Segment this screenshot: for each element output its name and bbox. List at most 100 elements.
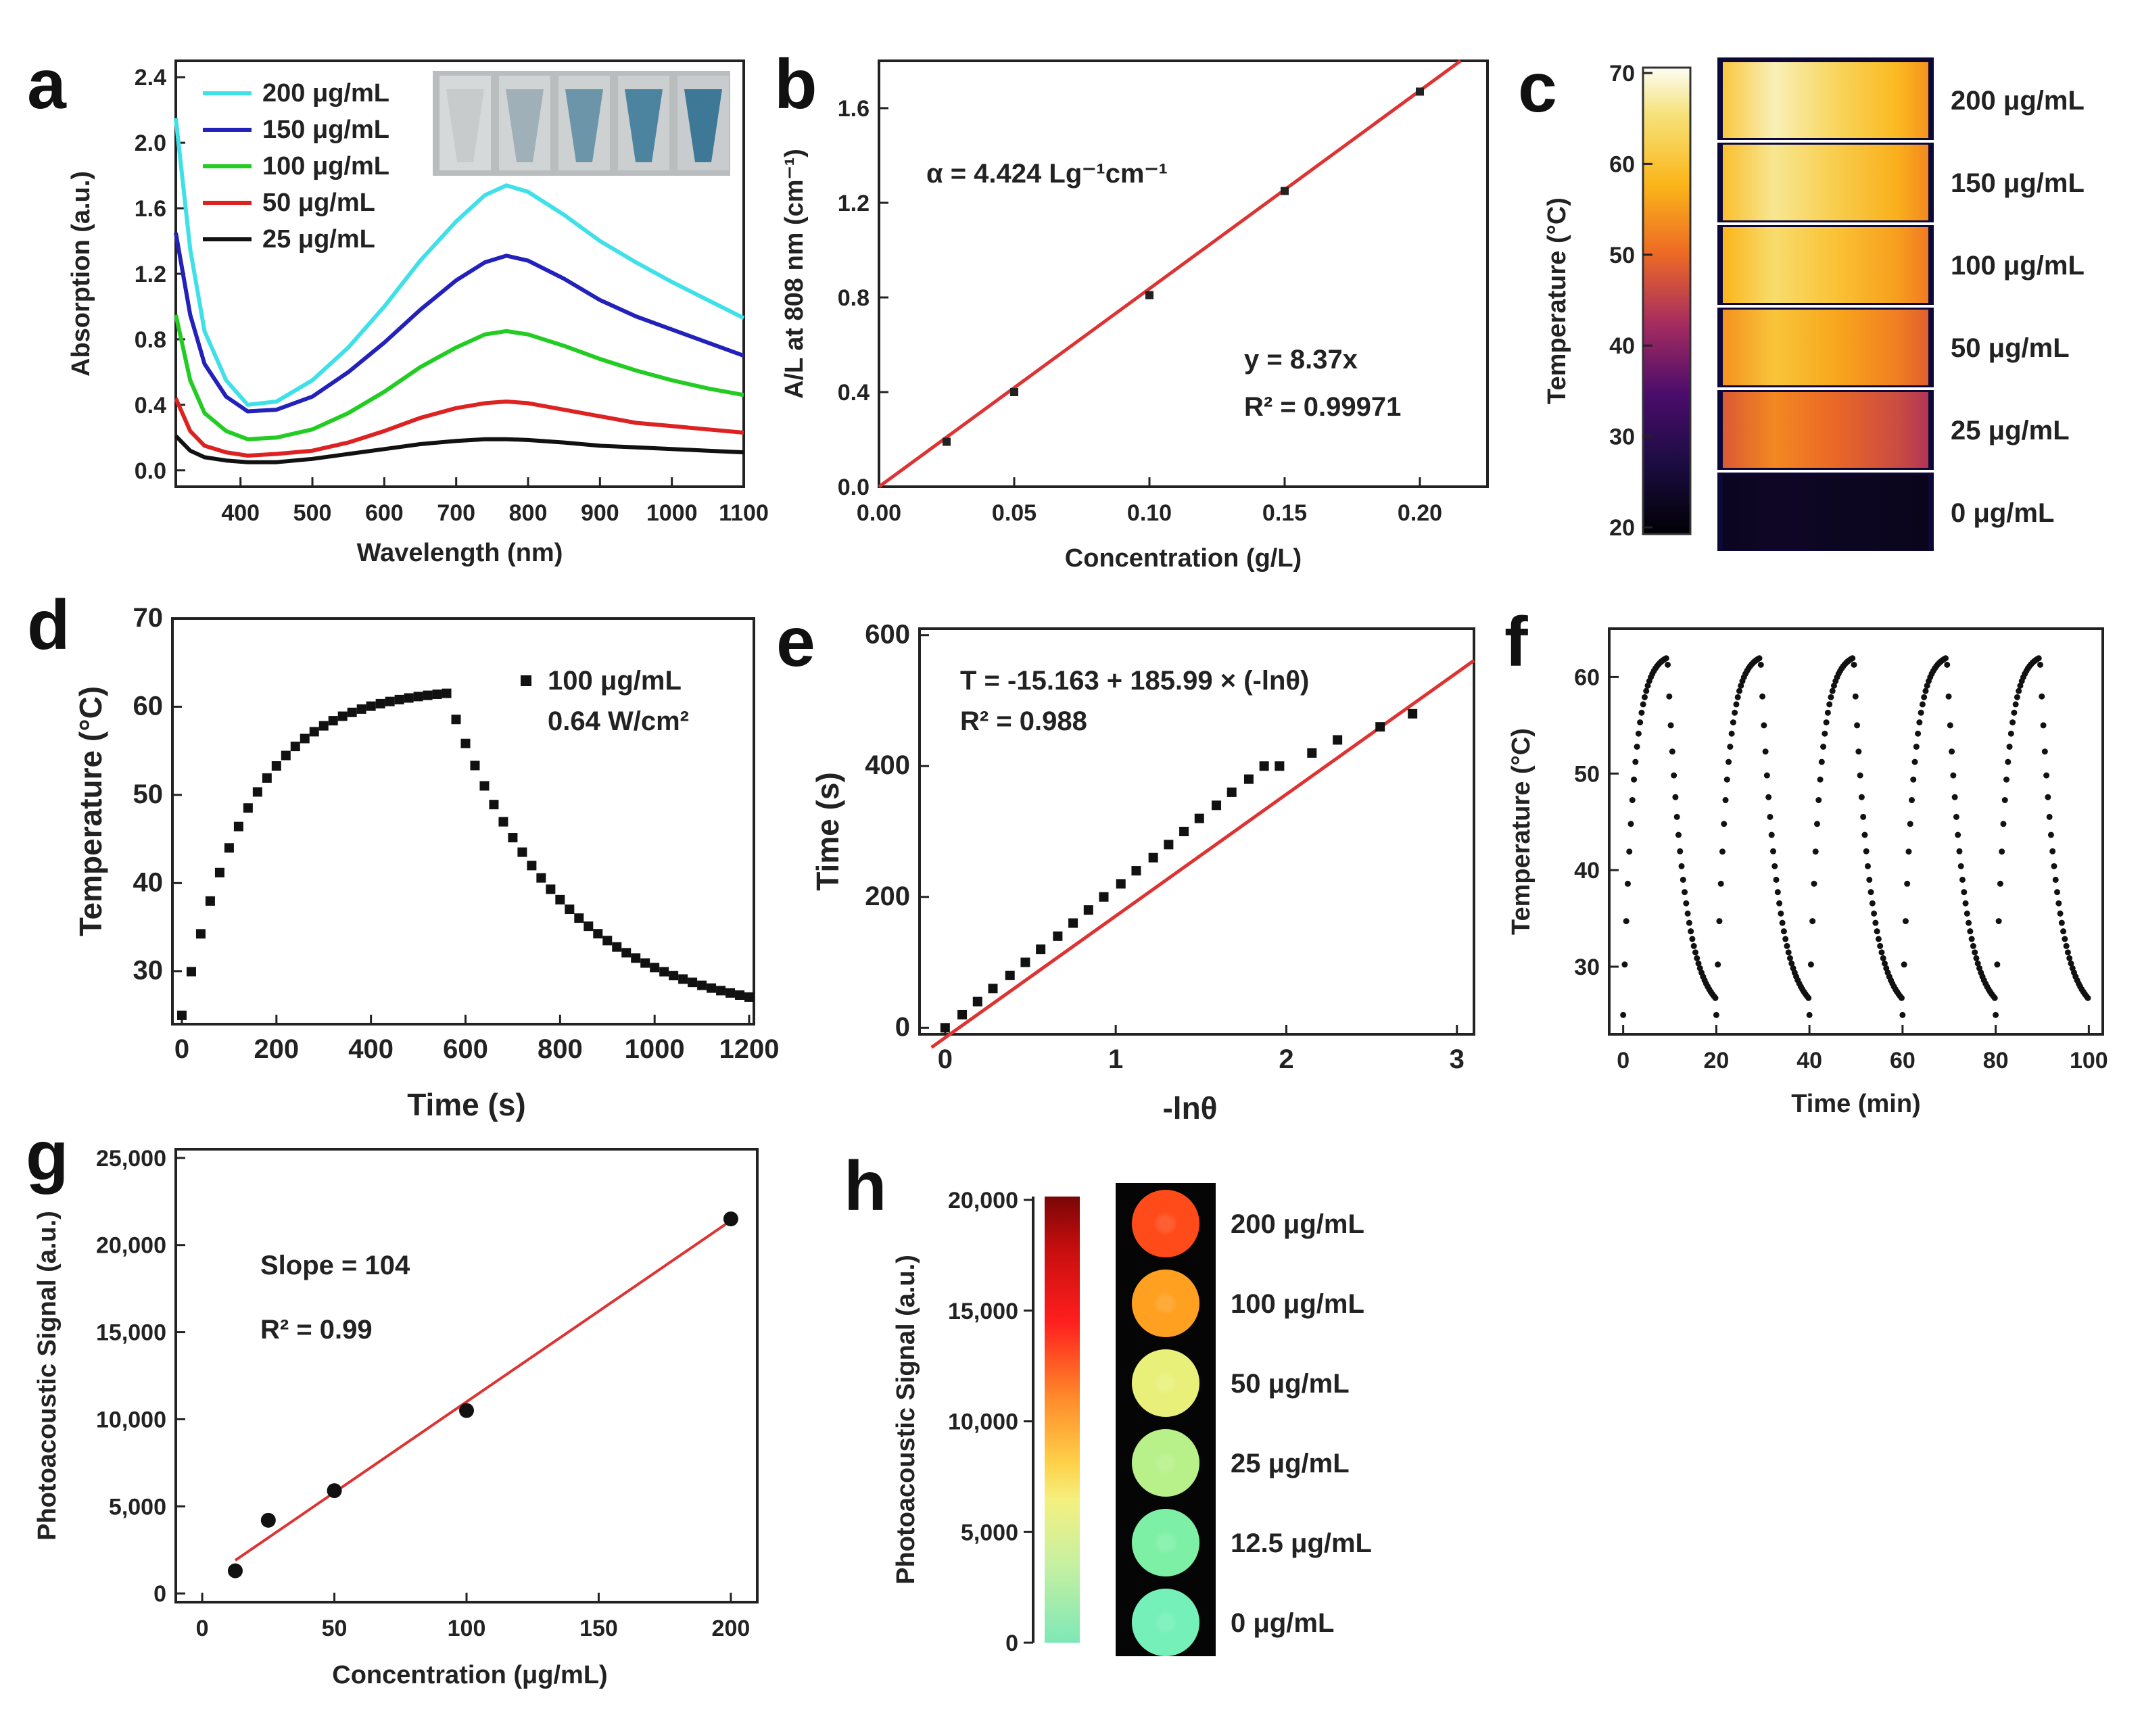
- data-point: [1643, 688, 1650, 694]
- data-point: [1782, 936, 1789, 942]
- data-point: [1820, 744, 1827, 750]
- data-point: [2055, 900, 2062, 907]
- x-axis-label-b: Concentration (g/L): [1065, 544, 1302, 573]
- legend-label: 50 μg/mL: [262, 189, 375, 217]
- data-point: [1621, 961, 1628, 968]
- row-label: 100 μg/mL: [1951, 251, 2085, 281]
- x-axis-label-a: Wavelength (nm): [357, 539, 563, 567]
- r-squared-b: R² = 0.99971: [1244, 392, 1401, 422]
- data-point: [1780, 928, 1787, 935]
- data-point: [1995, 918, 2002, 925]
- data-point: [1964, 910, 1970, 917]
- data-point: [1734, 694, 1741, 700]
- data-point: [1973, 955, 1980, 961]
- panel-d: d 30 40 50 60 70 0 200 400 600 800 1000 1200 Time …: [27, 586, 780, 1122]
- x-tick-label: 0.20: [1398, 500, 1442, 526]
- x-tick-label: 900: [581, 500, 619, 526]
- data-point: [1878, 949, 1885, 956]
- data-point: [1944, 661, 1951, 668]
- data-point: [1915, 730, 1922, 737]
- data-point: [536, 873, 546, 883]
- data-point: [1962, 900, 1969, 907]
- data-point: [2039, 693, 2045, 700]
- data-point: [669, 971, 679, 981]
- data-point: [1874, 928, 1880, 935]
- data-point: [1730, 719, 1736, 726]
- data-point: [1858, 794, 1865, 800]
- data-point: [470, 761, 480, 771]
- y-tick-label: 0.4: [838, 380, 870, 406]
- data-point: [1068, 918, 1078, 928]
- data-point: [1864, 863, 1871, 869]
- y-tick-label: 60: [1574, 665, 1600, 690]
- colorbar-tick-label: 0: [1005, 1631, 1018, 1656]
- y-tick-label: 200: [865, 882, 910, 911]
- series-group-a: [174, 118, 745, 464]
- data-point: [1631, 776, 1638, 783]
- photoacoustic-spot-highlight: [1132, 1509, 1199, 1576]
- x-tick-label: 40: [1796, 1048, 1822, 1074]
- data-point: [1673, 813, 1680, 820]
- x-tick-label: 20: [1703, 1048, 1729, 1074]
- data-point: [1688, 928, 1694, 935]
- data-point: [1943, 655, 1949, 662]
- data-point: [1961, 889, 1968, 896]
- legend-a: 200 μg/mL 150 μg/mL 100 μg/mL 50 μg/mL 25 μg…: [203, 79, 389, 254]
- data-point: [498, 817, 508, 827]
- x-tick-label: 0: [1617, 1048, 1629, 1074]
- data-point: [1307, 748, 1317, 758]
- y-tick-label: 1.6: [838, 96, 870, 122]
- data-point: [1910, 776, 1917, 783]
- data-point: [1715, 961, 1721, 968]
- data-point: [1829, 688, 1836, 694]
- plot-frame-b: [878, 59, 1489, 488]
- data-point: [1959, 876, 1966, 883]
- data-point: [1907, 821, 1913, 827]
- row-label: 25 μg/mL: [1951, 416, 2070, 445]
- data-point: [1036, 944, 1046, 955]
- fit-line-b: [878, 59, 1462, 489]
- x-axis-label-g: Concentration (μg/mL): [332, 1661, 607, 1689]
- colorbar-tick-label: 20,000: [948, 1188, 1018, 1213]
- colorbar-tick-label: 50: [1609, 243, 1635, 268]
- data-point: [725, 988, 736, 998]
- data-point: [375, 698, 385, 708]
- row-label: 0 μg/mL: [1951, 498, 2054, 528]
- colorbar-tick-label: 5,000: [961, 1520, 1018, 1545]
- colorbar-label-c: Temperature (°C): [1543, 197, 1571, 404]
- data-point: [459, 1403, 474, 1418]
- y-axis-label-g: Photoacoustic Signal (a.u.): [33, 1211, 62, 1541]
- data-point: [1972, 949, 1978, 956]
- panel-label-e: e: [776, 603, 815, 681]
- data-point: [1776, 900, 1783, 907]
- data-point: [2051, 863, 2057, 869]
- colorbar-ticks-h: 0 5,000 10,000 15,000 20,000: [948, 1188, 1033, 1656]
- y-axis-d: 30 40 50 60 70: [133, 603, 182, 986]
- data-point: [1148, 852, 1158, 863]
- data-point: [224, 843, 234, 853]
- x-tick-label: 1000: [646, 500, 698, 526]
- photoacoustic-spot-highlight: [1132, 1429, 1199, 1497]
- y-axis-label-b: A/L at 808 nm (cm⁻¹): [780, 149, 809, 399]
- panel-f: f 30 40 50 60 0 20 40 60 80 100 Time (min) Tempe…: [1504, 603, 2108, 1118]
- row-label: 50 μg/mL: [1951, 333, 2070, 363]
- y-tick-label: 25,000: [96, 1146, 166, 1172]
- data-point: [1826, 701, 1833, 708]
- data-point: [1922, 688, 1929, 694]
- y-tick-label: 10,000: [96, 1407, 166, 1432]
- data-point: [1756, 655, 1763, 662]
- data-point: [327, 1483, 342, 1499]
- data-point: [1818, 758, 1825, 765]
- x-tick-label: 400: [221, 500, 260, 526]
- x-tick-label: 3: [1450, 1044, 1465, 1074]
- y-tick-label: 30: [1574, 955, 1600, 980]
- data-point: [2012, 701, 2019, 708]
- data-point: [1416, 87, 1424, 96]
- series-line: [174, 314, 744, 441]
- data-point: [1809, 918, 1816, 925]
- x-tick-label: 0.15: [1262, 500, 1307, 526]
- data-point: [2052, 876, 2059, 883]
- data-point: [1131, 866, 1141, 876]
- spot-label: 200 μg/mL: [1231, 1209, 1364, 1239]
- data-point: [1763, 772, 1770, 779]
